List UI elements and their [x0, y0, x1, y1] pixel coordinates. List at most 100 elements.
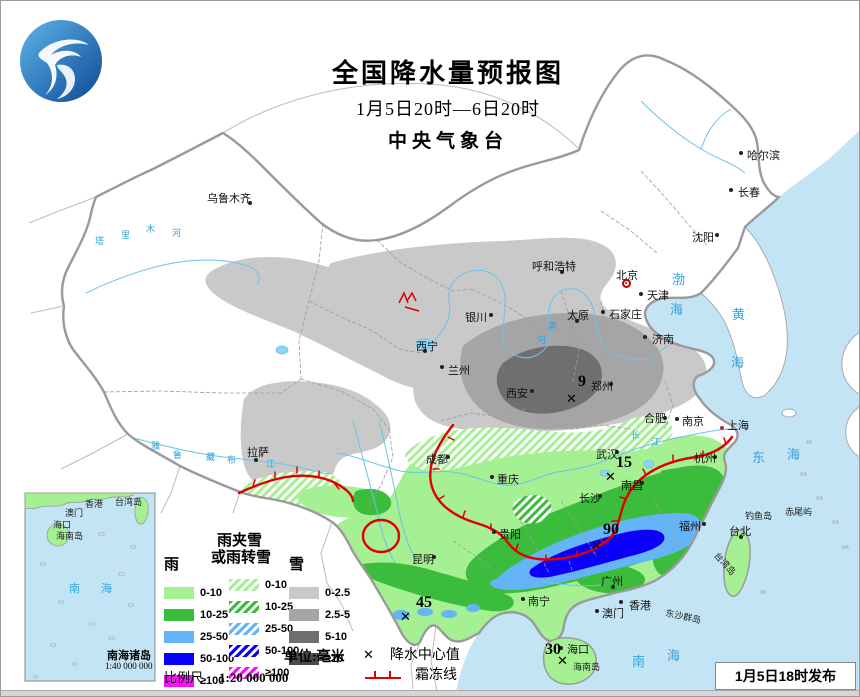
- sea-label: 东: [752, 450, 766, 465]
- precip-center-icon: ✕: [591, 539, 602, 554]
- city-label: 银川: [465, 312, 487, 324]
- legend-row: ≥100: [229, 662, 299, 684]
- city-label: 北京: [616, 270, 638, 282]
- city-label: 杭州: [694, 453, 716, 465]
- legend-swatch-hatched: [229, 601, 259, 613]
- city-dot: [739, 535, 743, 539]
- legend-snow-title: 雪: [289, 557, 305, 573]
- yarlung-river: [128, 436, 332, 474]
- city-dot: [575, 319, 579, 323]
- legend-row: 25-50: [229, 618, 299, 640]
- city-label: 哈尔滨: [747, 150, 780, 162]
- inset-scale: 1:40 000 000: [105, 661, 153, 671]
- rivers: [85, 100, 746, 587]
- city-dot: [446, 455, 450, 459]
- sleet-area-dark-patch: [512, 495, 552, 524]
- city-dot: [611, 585, 615, 589]
- legend-sleet: 雨夹雪 或雨转雪 0-10 10-25 25-50 50-100 ≥100: [211, 533, 299, 684]
- precip-center-value: 15: [616, 454, 632, 471]
- city-dot: [432, 555, 436, 559]
- legend-swatch: [289, 653, 319, 665]
- island-label: 海南岛: [573, 662, 601, 672]
- snow-area-dark: [496, 345, 602, 414]
- city-dot: [609, 382, 613, 386]
- legend-swatch-hatched: [229, 579, 259, 591]
- japan-coast-1: [841, 331, 859, 395]
- river-label: 河: [537, 335, 547, 345]
- city-dot: [739, 151, 743, 155]
- legend-snow: 雪 0-2.5 2.5-5 5-10 ≥10: [289, 557, 350, 670]
- city-label: 广州: [601, 576, 623, 588]
- city-label: 贵阳: [499, 529, 521, 541]
- river-label: 长: [631, 430, 641, 440]
- inset-label: 海: [101, 583, 112, 595]
- inset-hainan: [46, 523, 70, 547]
- map-scale: 比例尺 1:20 000 000: [164, 667, 288, 687]
- city-label: 沈阳: [692, 232, 714, 244]
- river-label: 江: [266, 459, 276, 469]
- precip-center-icon: ✕: [363, 648, 374, 663]
- legend-range: 25-50: [200, 631, 229, 643]
- city-label: 西安: [506, 388, 528, 400]
- legend-frost-line: 霜冻线: [365, 664, 457, 684]
- city-label: 南宁: [528, 596, 550, 608]
- inset-islands: [33, 532, 146, 679]
- city-dot: [254, 458, 258, 462]
- legend-row: ≥100: [164, 670, 234, 692]
- river-label: 布: [227, 455, 237, 465]
- city-label: 昆明: [412, 554, 434, 566]
- river-label: 里: [121, 230, 131, 240]
- taiwan-island: [723, 529, 751, 597]
- inset-label: 海口: [53, 520, 72, 530]
- cma-logo: [20, 20, 102, 102]
- river-label: 河: [172, 228, 182, 238]
- map-agency: 中央气象台: [387, 131, 509, 152]
- river-label: 木: [146, 224, 156, 234]
- city-label: 拉萨: [247, 447, 269, 459]
- precip-center-icon: ✕: [566, 392, 577, 407]
- city-dot: [729, 188, 733, 192]
- legend-row: 0-10: [164, 582, 234, 604]
- legend-swatch-hatched: [229, 645, 259, 657]
- sea-label: 海: [787, 447, 801, 462]
- legend-range: 50-100: [200, 653, 235, 665]
- city-dot: [702, 522, 706, 526]
- city-dot: [720, 426, 724, 430]
- city-dot: [619, 600, 623, 604]
- legend-swatch: [164, 631, 194, 643]
- japan-coast-2: [845, 406, 859, 457]
- city-dot: [521, 597, 525, 601]
- city-label: 西宁: [416, 341, 438, 353]
- sea-label: 海: [667, 648, 681, 663]
- legend-row: 25-50: [164, 626, 234, 648]
- legend-center-label: 降水中心值: [389, 648, 460, 663]
- bottom-bar: [1, 690, 859, 696]
- city-label: 福州: [679, 521, 701, 533]
- issue-time-box: 1月5日18时发布: [715, 662, 856, 690]
- legend-range: 0-2.5: [325, 587, 351, 599]
- legend-row: 0-10: [229, 574, 299, 596]
- river-label: 黄: [548, 321, 558, 331]
- city-label: 呼和浩特: [532, 261, 576, 273]
- legend-sleet-title-1: 雨夹雪: [217, 533, 263, 549]
- frost-line: [237, 423, 734, 562]
- legend-row: 10-25: [229, 596, 299, 618]
- province-borders: [103, 170, 708, 586]
- sea-label: 海: [670, 302, 684, 317]
- legend-range: 0-10: [265, 579, 288, 591]
- city-label: 长春: [738, 187, 760, 199]
- city-dot: [598, 494, 602, 498]
- inset-mainland: [24, 492, 134, 510]
- precip-center-value: 9: [578, 373, 586, 390]
- sleet-area-band: [405, 415, 673, 471]
- city-dot: [560, 270, 564, 274]
- inset-taiwan: [134, 497, 149, 525]
- legend-range: 25-50: [265, 623, 294, 635]
- legend-swatch: [289, 587, 319, 599]
- sea-label: 渤: [672, 272, 686, 287]
- legend-swatch: [289, 631, 319, 643]
- legend-row: ≥10: [289, 648, 350, 670]
- rain-area-50-100: [529, 529, 665, 578]
- city-label: 合肥: [644, 413, 666, 425]
